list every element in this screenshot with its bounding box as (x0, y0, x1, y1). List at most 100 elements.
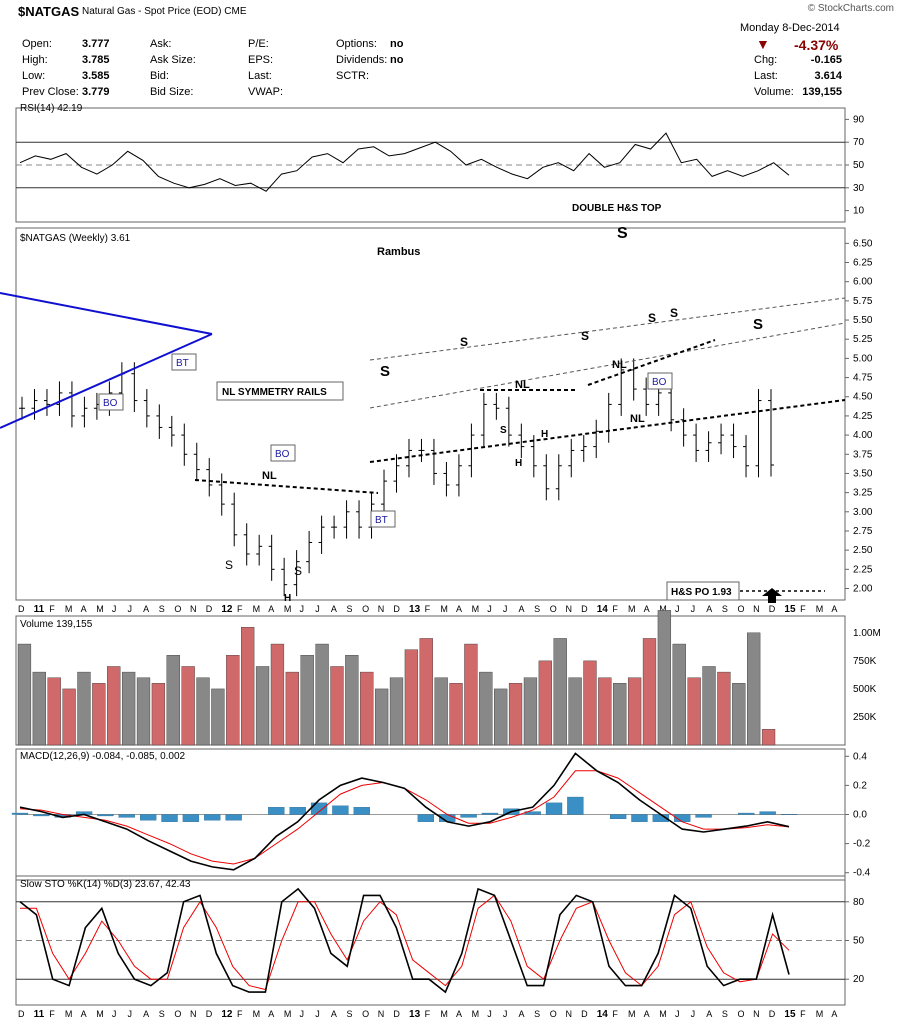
x-axis-label: F (49, 604, 55, 614)
quote-value: no (390, 38, 404, 50)
x-axis-label: D (581, 1009, 588, 1019)
symmetry-rail-upper (369, 297, 846, 361)
y-tick-label: 50 (853, 936, 865, 947)
volume-bar (449, 683, 463, 746)
quote-label: Last: (754, 70, 778, 82)
macd-histogram-bar (759, 811, 776, 815)
x-axis-label: A (706, 1009, 712, 1019)
annotation-rambus: Rambus (377, 246, 420, 258)
x-axis-label: S (534, 604, 540, 614)
quote-label: High: (22, 54, 48, 66)
x-axis-label: J (112, 1009, 117, 1019)
x-axis-label: A (644, 1009, 650, 1019)
volume-bar (761, 729, 776, 746)
volume-bar (627, 677, 642, 746)
x-axis-label: N (190, 604, 197, 614)
annotation-box (370, 510, 396, 528)
y-tick-label: 4.50 (853, 392, 873, 403)
macd-histogram-bar (118, 814, 135, 818)
x-axis-label: J (112, 604, 117, 614)
x-axis-label: M (816, 604, 824, 614)
x-axis-label: M (440, 1009, 448, 1019)
y-tick-label: 2.00 (853, 583, 873, 594)
y-tick-label: 80 (853, 897, 865, 908)
down-arrow-icon: ▼ (756, 36, 770, 52)
macd-histogram-bar (97, 814, 114, 817)
x-axis-label: S (346, 1009, 352, 1019)
volume-bar (389, 677, 404, 746)
x-axis-label: 13 (409, 604, 421, 615)
y-tick-label: 4.00 (853, 430, 873, 441)
volume-bar (255, 666, 270, 746)
macd-histogram-bar (332, 805, 349, 815)
volume-bar (17, 643, 32, 746)
x-axis-label: D (769, 1009, 776, 1019)
y-tick-label: 20 (853, 974, 865, 985)
annotation-hs-label: S (581, 329, 589, 343)
macd-line (19, 752, 790, 871)
y-tick-label: 50 (853, 160, 865, 171)
rsi-line (19, 132, 790, 192)
x-axis-label: M (284, 604, 292, 614)
volume-bar (32, 671, 46, 746)
y-tick-label: -0.2 (853, 839, 871, 850)
y-tick-label: 0.2 (853, 780, 867, 791)
x-axis-label: O (550, 604, 557, 614)
volume-bar (77, 671, 91, 746)
volume-bar (583, 660, 597, 746)
stockcharts-logo: © StockCharts.com (807, 3, 894, 14)
x-axis-label: A (831, 604, 837, 614)
quote-value: 3.614 (814, 70, 842, 82)
annotation-hs-label: S (225, 558, 233, 572)
annotation-box (270, 444, 296, 462)
y-tick-label: 1.00M (853, 628, 881, 639)
y-tick-label: 5.25 (853, 334, 873, 345)
annotation-hs-label: S (648, 311, 656, 325)
volume-bar (464, 643, 478, 746)
volume-bar (47, 677, 61, 746)
x-axis-label: J (675, 1009, 680, 1019)
quote-label: Ask Size: (150, 54, 196, 66)
annotation-hs-label: H (515, 458, 522, 469)
stochastic-k-line (19, 887, 790, 994)
x-axis-label: M (659, 604, 667, 614)
macd-histogram-bar (289, 807, 306, 815)
y-tick-label: 4.75 (853, 373, 873, 384)
x-axis-label: J (127, 604, 132, 614)
x-axis-label: 15 (784, 1009, 796, 1020)
x-axis-label: A (456, 1009, 462, 1019)
x-axis-label: N (190, 1009, 197, 1019)
y-tick-label: 3.75 (853, 449, 873, 460)
volume-bar (657, 610, 672, 746)
y-tick-label: 250K (853, 712, 877, 723)
annotation-nl-symmetry-rails: NL SYMMETRY RAILS (222, 387, 327, 398)
volume-bar (374, 688, 389, 746)
quote-label: SCTR: (336, 70, 369, 82)
x-axis-label: 15 (784, 604, 796, 615)
quote-label: Low: (22, 70, 46, 82)
volume-bar (181, 666, 195, 746)
volume-bar (285, 671, 299, 746)
symbol-title: $NATGAS (18, 4, 80, 19)
x-axis-label: M (253, 604, 260, 614)
quote-label: VWAP: (248, 86, 284, 98)
x-axis-label: F (237, 1009, 243, 1019)
quote-value: 3.785 (82, 54, 110, 66)
macd-histogram-bar (33, 814, 50, 817)
annotation-bt: BT (176, 358, 189, 369)
annotation-hs-label: S (670, 306, 678, 320)
volume-bar (270, 643, 285, 746)
macd-histogram-bar (567, 796, 584, 815)
annotation-box (216, 381, 344, 401)
x-axis-label: A (519, 1009, 525, 1019)
up-arrow-icon (762, 588, 782, 603)
x-axis-label: A (331, 604, 337, 614)
quote-label: Bid Size: (150, 86, 194, 98)
volume-bar (196, 677, 210, 746)
x-axis-label: M (96, 1009, 104, 1019)
symbol-name: Natural Gas - Spot Price (EOD) CME (82, 6, 247, 17)
quote-label: Prev Close: (22, 86, 79, 98)
x-axis-label: O (362, 604, 369, 614)
annotation-hs-label: S (380, 363, 390, 380)
annotation-hs-label: H (541, 429, 548, 440)
